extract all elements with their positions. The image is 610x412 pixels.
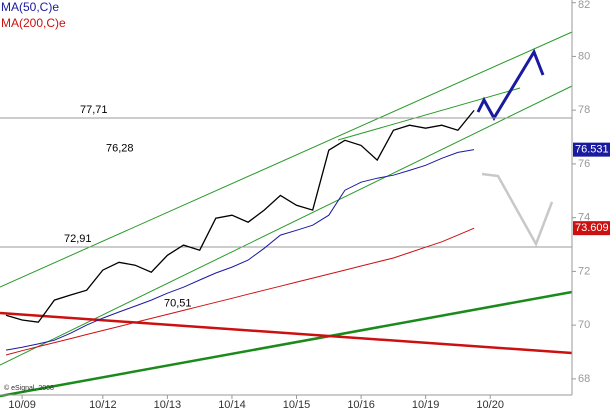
y-tick-label: 78 xyxy=(578,104,590,116)
channel-upper xyxy=(0,31,573,288)
x-tick-label: 10/16 xyxy=(347,399,375,411)
copyright: © eSignal, 2008 xyxy=(4,384,54,392)
level-label: 70,51 xyxy=(164,297,192,309)
level-label: 77,71 xyxy=(80,104,108,116)
trend-support xyxy=(0,290,573,398)
price-line xyxy=(5,109,475,323)
x-tick-label: 10/09 xyxy=(8,399,36,411)
value-label: 73.609 xyxy=(575,222,609,234)
x-tick-label: 10/14 xyxy=(218,399,246,411)
value-box xyxy=(573,221,610,236)
x-tick-label: 10/13 xyxy=(154,399,182,411)
x-tick-label: 10/12 xyxy=(89,399,117,411)
ma-line xyxy=(5,149,475,351)
x-tick-label: 10/19 xyxy=(412,399,440,411)
y-tick-label: 80 xyxy=(578,50,590,62)
legend-entry: MA(50,C)e xyxy=(1,0,59,14)
legend-entry: MA(200,C)e xyxy=(1,16,66,30)
trend-resistance xyxy=(0,311,573,355)
value-label: 76.531 xyxy=(575,144,609,156)
value-box xyxy=(573,142,610,157)
y-tick-label: 68 xyxy=(578,373,590,385)
level-label: 72,91 xyxy=(64,233,92,245)
y-tick-label: 70 xyxy=(578,319,590,331)
y-tick-label: 72 xyxy=(578,265,590,277)
channel-short xyxy=(337,87,521,141)
projection-down xyxy=(481,172,554,247)
ma-line xyxy=(5,227,475,356)
x-tick-label: 10/15 xyxy=(283,399,311,411)
y-tick-label: 76 xyxy=(578,158,590,170)
y-tick-label: 74 xyxy=(578,212,590,224)
level-label: 76,28 xyxy=(106,142,134,154)
x-tick-label: 10/20 xyxy=(476,399,504,411)
y-tick-label: 82 xyxy=(578,0,590,11)
